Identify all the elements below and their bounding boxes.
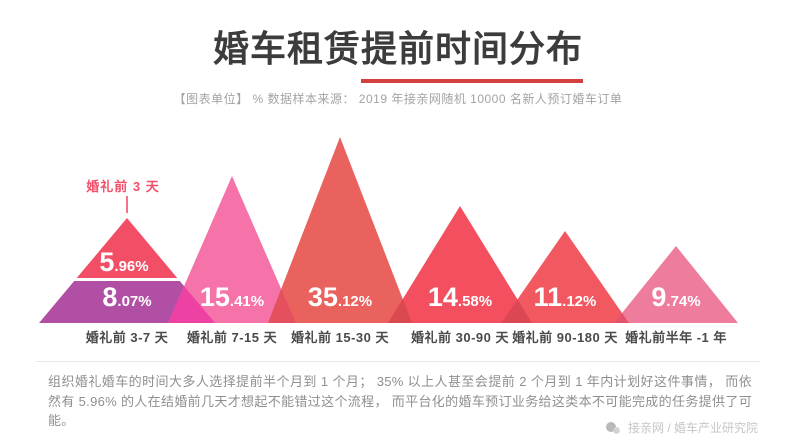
value-label: 8.07% bbox=[102, 282, 151, 312]
chart-subtitle: 【图表单位】 % 数据样本来源： 2019 年接亲网随机 10000 名新人预订… bbox=[173, 92, 623, 106]
overlap-shade bbox=[268, 288, 296, 323]
category-label: 婚礼前 15-30 天 bbox=[291, 330, 389, 345]
stacked-value-label: 5.96% bbox=[99, 247, 148, 277]
triangle-top-segment bbox=[76, 218, 178, 278]
value-label: 11.12% bbox=[534, 282, 597, 312]
category-label: 婚礼前 3-7 天 bbox=[85, 330, 169, 345]
triangle-separator bbox=[74, 278, 180, 281]
category-label: 婚礼前半年 -1 年 bbox=[625, 330, 727, 345]
value-label: 9.74% bbox=[651, 282, 700, 312]
chart-title-underlined: 提前时间分布 bbox=[361, 20, 584, 83]
overlap-shade bbox=[501, 299, 532, 323]
triangle bbox=[388, 206, 532, 323]
triangle bbox=[39, 281, 215, 323]
logo-icon bbox=[605, 421, 620, 434]
overlap-shade bbox=[168, 286, 215, 323]
category-label: 婚礼前 90-180 天 bbox=[512, 330, 618, 345]
chart-title-part1: 婚车租赁 bbox=[212, 28, 361, 69]
footer-divider bbox=[36, 361, 760, 362]
footer-note: 组织婚礼婚车的时间大多人选择提前半个月到 1 个月； 35% 以上人甚至会提前 … bbox=[48, 374, 752, 428]
triangle bbox=[501, 231, 629, 323]
triangle bbox=[268, 137, 412, 323]
value-label: 35.12% bbox=[308, 282, 372, 312]
triangle bbox=[168, 176, 296, 323]
mountain-chart: 5.96% 8.07% 15.41% 35.12% 14.58% 11.12% 9.74% bbox=[39, 137, 738, 323]
annotation-label: 婚礼前 3 天 bbox=[86, 179, 160, 194]
overlap-shade bbox=[388, 299, 412, 323]
triangle bbox=[614, 246, 738, 323]
chart-title: 婚车租赁提前时间分布 bbox=[0, 20, 796, 83]
watermark-text: 接亲网 / 婚车产业研究院 bbox=[627, 421, 758, 435]
value-label: 14.58% bbox=[428, 282, 492, 312]
category-label: 婚礼前 7-15 天 bbox=[186, 330, 278, 345]
watermark: 接亲网 / 婚车产业研究院 bbox=[604, 419, 758, 436]
category-label: 婚礼前 30-90 天 bbox=[411, 330, 509, 345]
overlap-shade bbox=[614, 313, 629, 323]
value-label: 15.41% bbox=[200, 282, 264, 312]
